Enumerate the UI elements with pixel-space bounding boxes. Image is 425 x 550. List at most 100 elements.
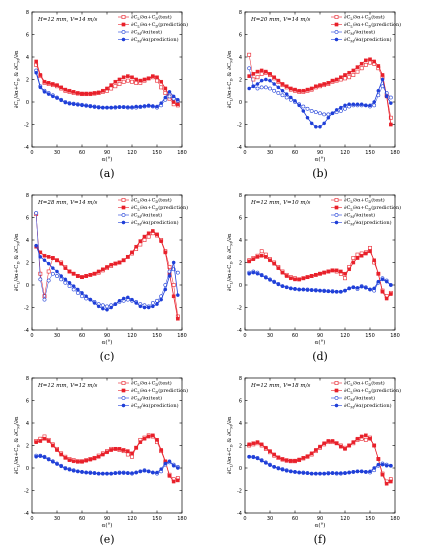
data-point [301,88,306,93]
data-point [247,454,251,459]
data-point [84,274,88,278]
data-point [388,95,393,100]
data-point [101,267,105,272]
legend-entry: ∂CM/∂α(test) [344,395,375,402]
legend-entry: ∂CL/∂α+CD(test) [344,197,385,204]
data-point [38,454,43,458]
data-point [113,447,118,451]
data-point [80,294,84,299]
data-point [67,467,72,472]
condition-annotation: H=20 mm, V=14 m/s [250,17,310,23]
data-point [142,104,147,108]
data-point [71,102,76,107]
y-tick-label: -4 [24,511,29,517]
data-point [289,95,293,100]
data-point [80,291,84,295]
data-point [121,258,126,263]
data-point [259,71,264,76]
data-point [280,82,285,86]
data-point [125,78,130,83]
x-tick-label: 120 [340,516,350,522]
series-2 [34,433,180,484]
data-point [113,261,118,266]
legend-marker [334,198,339,202]
data-point [293,470,297,474]
condition-annotation: H=12 mm, V=18 m/s [250,383,310,389]
data-point [34,440,38,444]
legend-entry: ∂CM/∂α(prediction) [131,219,179,226]
data-point [76,91,80,95]
legend-entry: ∂CL/∂α+CD(test) [131,14,172,21]
legend-marker [121,403,126,408]
data-point [176,293,180,297]
data-point [247,259,251,264]
data-point [155,470,159,475]
y-tick-label: -4 [24,145,29,151]
data-point [176,97,180,102]
data-point [130,471,134,475]
data-point [76,460,80,464]
data-point [388,115,393,120]
data-point [318,124,322,129]
data-point [326,439,331,443]
data-point [167,94,172,99]
data-point [117,105,122,109]
data-point [125,452,130,457]
data-point [101,452,105,457]
data-point [297,277,301,282]
panel-label: (a) [99,167,114,180]
legend-entry: ∂CL/∂α+CD(test) [131,197,172,204]
x-tick-label: 30 [267,516,273,522]
data-point [334,471,339,475]
y-tick-label: 0 [239,100,242,106]
data-point [109,86,114,91]
data-point [351,470,356,474]
data-point [343,471,347,475]
data-point [264,275,268,280]
data-point [76,274,80,278]
data-point [268,278,272,282]
x-tick-label: 90 [317,516,323,522]
series-2 [247,249,393,301]
data-point [334,77,339,82]
series-4 [34,70,180,110]
legend-marker [121,37,126,42]
x-tick-label: 0 [30,516,33,522]
data-point [138,104,143,109]
data-point [305,87,310,92]
data-point [63,277,68,282]
data-point [176,102,180,107]
x-tick-label: 30 [54,150,60,156]
data-point [38,439,43,443]
data-point [293,99,297,103]
data-point [84,91,88,96]
data-point [117,82,122,86]
data-point [96,471,101,476]
data-point [155,438,159,442]
data-point [301,109,306,113]
y-axis-title: ∂CL/∂α+CD & ∂CM/∂α [227,50,233,108]
data-point [322,270,326,275]
y-tick-label: 6 [26,32,29,38]
data-point [372,443,376,448]
data-point [326,81,331,85]
data-point [134,80,139,85]
y-tick-label: -4 [24,328,29,334]
y-tick-label: 6 [26,398,29,404]
condition-annotation: H=12 mm, V=12 m/s [37,383,97,389]
data-point [289,276,293,281]
series-2 [247,57,393,127]
data-point [67,458,72,462]
data-point [171,260,176,265]
data-point [34,454,38,459]
legend-marker [121,205,126,210]
y-tick-label: 8 [239,376,242,382]
data-point [251,84,256,89]
data-point [155,75,159,80]
data-point [67,88,72,93]
x-tick-label: 90 [317,150,323,156]
legend-marker [121,381,126,385]
data-point [59,452,63,457]
legend-entry: ∂CL/∂α+CD(test) [344,14,385,21]
legend: ∂CL/∂α+CD(test)∂CL/∂α+CD(prediction)∂CM/… [118,14,188,43]
